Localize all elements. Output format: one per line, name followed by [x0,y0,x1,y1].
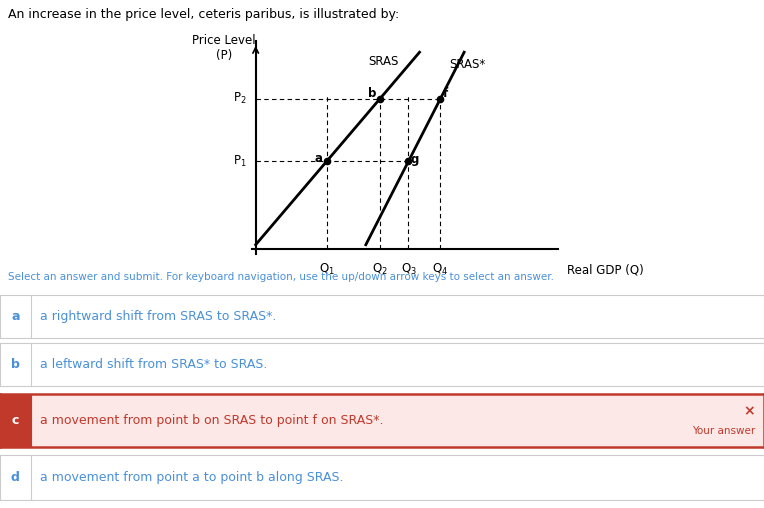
Text: a: a [11,310,20,323]
Text: An increase in the price level, ceteris paribus, is illustrated by:: An increase in the price level, ceteris … [8,8,399,21]
Text: d: d [11,471,20,484]
Text: Q$_3$: Q$_3$ [400,262,416,277]
Text: Price Level
(P): Price Level (P) [192,34,255,61]
Text: Your answer: Your answer [691,426,755,436]
Text: b: b [11,358,20,371]
Text: a movement from point b on SRAS to point f on SRAS*.: a movement from point b on SRAS to point… [40,414,384,427]
Text: c: c [11,414,19,427]
Text: a rightward shift from SRAS to SRAS*.: a rightward shift from SRAS to SRAS*. [40,310,276,323]
Text: SRAS*: SRAS* [449,58,485,71]
Bar [0,295,31,338]
Text: SRAS: SRAS [368,55,399,69]
Text: Q$_1$: Q$_1$ [319,262,335,277]
Text: g: g [410,153,419,166]
Bar [0,394,31,447]
Text: Real GDP (Q): Real GDP (Q) [567,263,643,276]
Text: Q$_4$: Q$_4$ [432,262,448,277]
Text: P$_1$: P$_1$ [233,154,247,169]
Text: P$_2$: P$_2$ [233,91,247,106]
Text: f: f [443,87,448,100]
Text: a movement from point a to point b along SRAS.: a movement from point a to point b along… [40,471,343,484]
Text: a: a [315,152,323,166]
Text: Q$_2$: Q$_2$ [372,262,388,277]
Text: b: b [368,87,377,100]
Text: Select an answer and submit. For keyboard navigation, use the up/down arrow keys: Select an answer and submit. For keyboar… [8,272,554,282]
Bar [0,343,31,386]
Text: a leftward shift from SRAS* to SRAS.: a leftward shift from SRAS* to SRAS. [40,358,267,371]
Bar [0,455,31,500]
Text: ×: × [743,404,755,419]
